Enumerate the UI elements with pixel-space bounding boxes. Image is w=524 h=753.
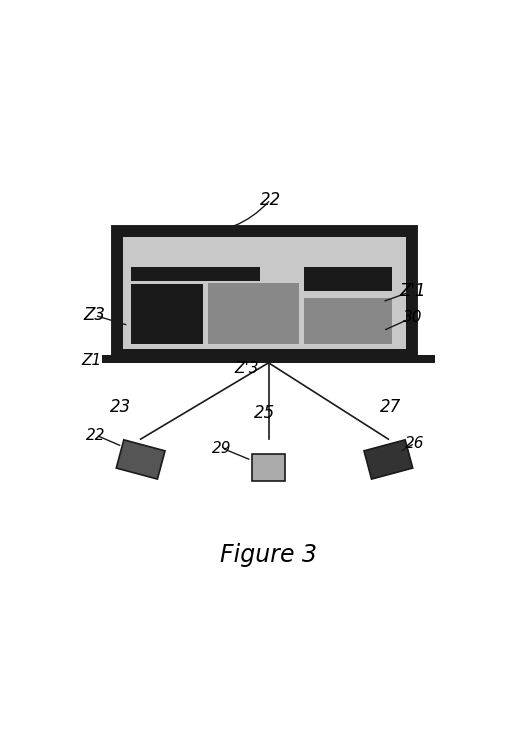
Polygon shape <box>116 440 165 479</box>
Polygon shape <box>253 454 285 480</box>
Text: Z'1: Z'1 <box>399 282 426 300</box>
Bar <box>304 267 392 291</box>
Bar <box>132 267 260 281</box>
Text: 22: 22 <box>86 428 106 443</box>
Bar <box>118 232 411 354</box>
Bar <box>123 237 406 349</box>
Text: 25: 25 <box>254 404 275 422</box>
Text: 27: 27 <box>380 398 401 416</box>
Bar <box>102 355 435 363</box>
Bar <box>208 283 299 343</box>
Bar <box>132 285 203 343</box>
Polygon shape <box>364 440 413 479</box>
Bar <box>304 298 392 343</box>
Text: 30: 30 <box>403 309 422 325</box>
Text: 29: 29 <box>212 441 232 456</box>
Text: Figure 3: Figure 3 <box>220 543 317 567</box>
Text: 26: 26 <box>405 436 424 451</box>
Text: Z1: Z1 <box>82 353 102 368</box>
Text: 23: 23 <box>110 398 131 416</box>
Text: 22: 22 <box>260 191 281 209</box>
Text: Z'3: Z'3 <box>234 361 258 376</box>
Text: Z3: Z3 <box>84 306 106 325</box>
